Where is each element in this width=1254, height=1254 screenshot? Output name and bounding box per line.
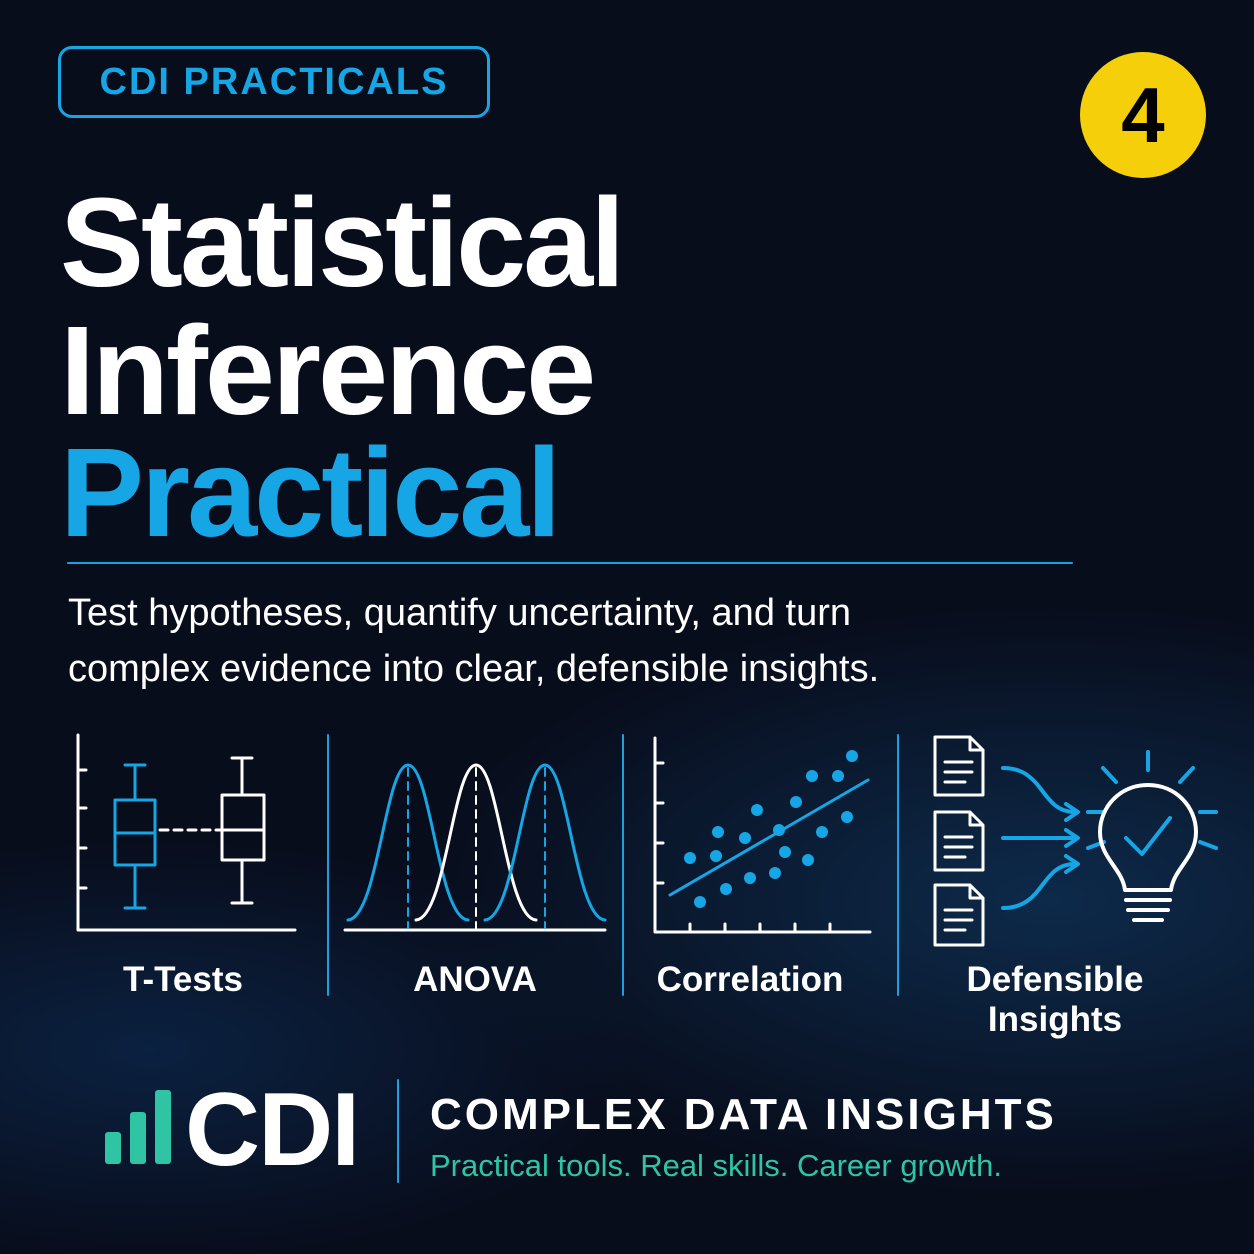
icon-path <box>414 763 538 922</box>
icon-path <box>1001 766 1080 822</box>
title-line: Practical <box>60 422 561 563</box>
icon-path <box>1098 783 1198 922</box>
icon-circle <box>694 896 706 908</box>
icon-circle <box>846 750 858 762</box>
icon-path <box>653 761 832 934</box>
issue-number: 4 <box>1080 52 1206 178</box>
icon-circle <box>751 804 763 816</box>
icon-path <box>346 763 470 922</box>
icon-circle <box>744 872 756 884</box>
icon-circle <box>720 883 732 895</box>
icon-circle <box>790 796 802 808</box>
icon-path <box>1001 854 1080 910</box>
icon-g <box>220 756 266 905</box>
icon-path <box>123 763 147 910</box>
title-line: Statistical <box>60 172 625 313</box>
icon-circle <box>684 852 696 864</box>
icon-path <box>1001 828 1080 848</box>
icon-rect <box>130 1112 146 1164</box>
icon-rect <box>105 1132 121 1164</box>
icon-g <box>684 750 858 908</box>
icon-path <box>1086 750 1218 850</box>
icon-path <box>230 756 254 905</box>
insights-icon <box>933 735 1218 947</box>
dividers <box>327 734 899 1183</box>
icon-circle <box>832 770 844 782</box>
icon-circle <box>779 846 791 858</box>
title-line: Inference <box>60 300 596 441</box>
icon-path <box>76 733 297 932</box>
icon-circle <box>841 811 853 823</box>
panel-label: ANOVA <box>413 960 537 999</box>
subtitle-line: Test hypotheses, quantify uncertainty, a… <box>68 592 851 634</box>
icon-circle <box>802 854 814 866</box>
icon-rect <box>155 1090 171 1164</box>
icon-circle <box>773 824 785 836</box>
anova-icon <box>343 763 607 932</box>
icon-path <box>668 778 870 897</box>
icon-rect <box>220 793 266 862</box>
logo-bars <box>105 1090 171 1164</box>
brand-name: COMPLEX DATA INSIGHTS <box>430 1090 1057 1139</box>
icon-path <box>76 768 88 890</box>
icon-circle <box>816 826 828 838</box>
subtitle-line: complex evidence into clear, defensible … <box>68 648 880 690</box>
icon-circle <box>739 832 751 844</box>
icon-path <box>653 736 872 934</box>
icon-path <box>483 763 607 922</box>
icon-g <box>933 735 985 947</box>
icon-g <box>1001 750 1218 910</box>
icon-circle <box>710 850 722 862</box>
panel-label: T-Tests <box>123 960 243 999</box>
icon-g <box>113 763 157 910</box>
icon-circle <box>806 770 818 782</box>
tagline: Practical tools. Real skills. Career gro… <box>430 1148 1002 1183</box>
icon-path <box>1124 816 1172 856</box>
icon-circle <box>769 867 781 879</box>
panel-label: Correlation <box>656 960 844 999</box>
badge: CDI PRACTICALS <box>58 46 490 118</box>
icon-path <box>933 810 985 872</box>
icon-path <box>407 767 546 929</box>
icon-path <box>933 883 985 947</box>
ttest-icon <box>76 733 297 932</box>
icon-path <box>933 735 985 797</box>
icon-circle <box>712 826 724 838</box>
logo-text: CDI <box>185 1072 360 1188</box>
panel-label: Defensible Insights <box>966 960 1144 1039</box>
correlation-icon <box>653 736 872 934</box>
